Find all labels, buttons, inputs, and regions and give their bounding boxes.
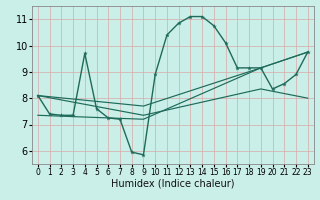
X-axis label: Humidex (Indice chaleur): Humidex (Indice chaleur) [111, 179, 235, 189]
